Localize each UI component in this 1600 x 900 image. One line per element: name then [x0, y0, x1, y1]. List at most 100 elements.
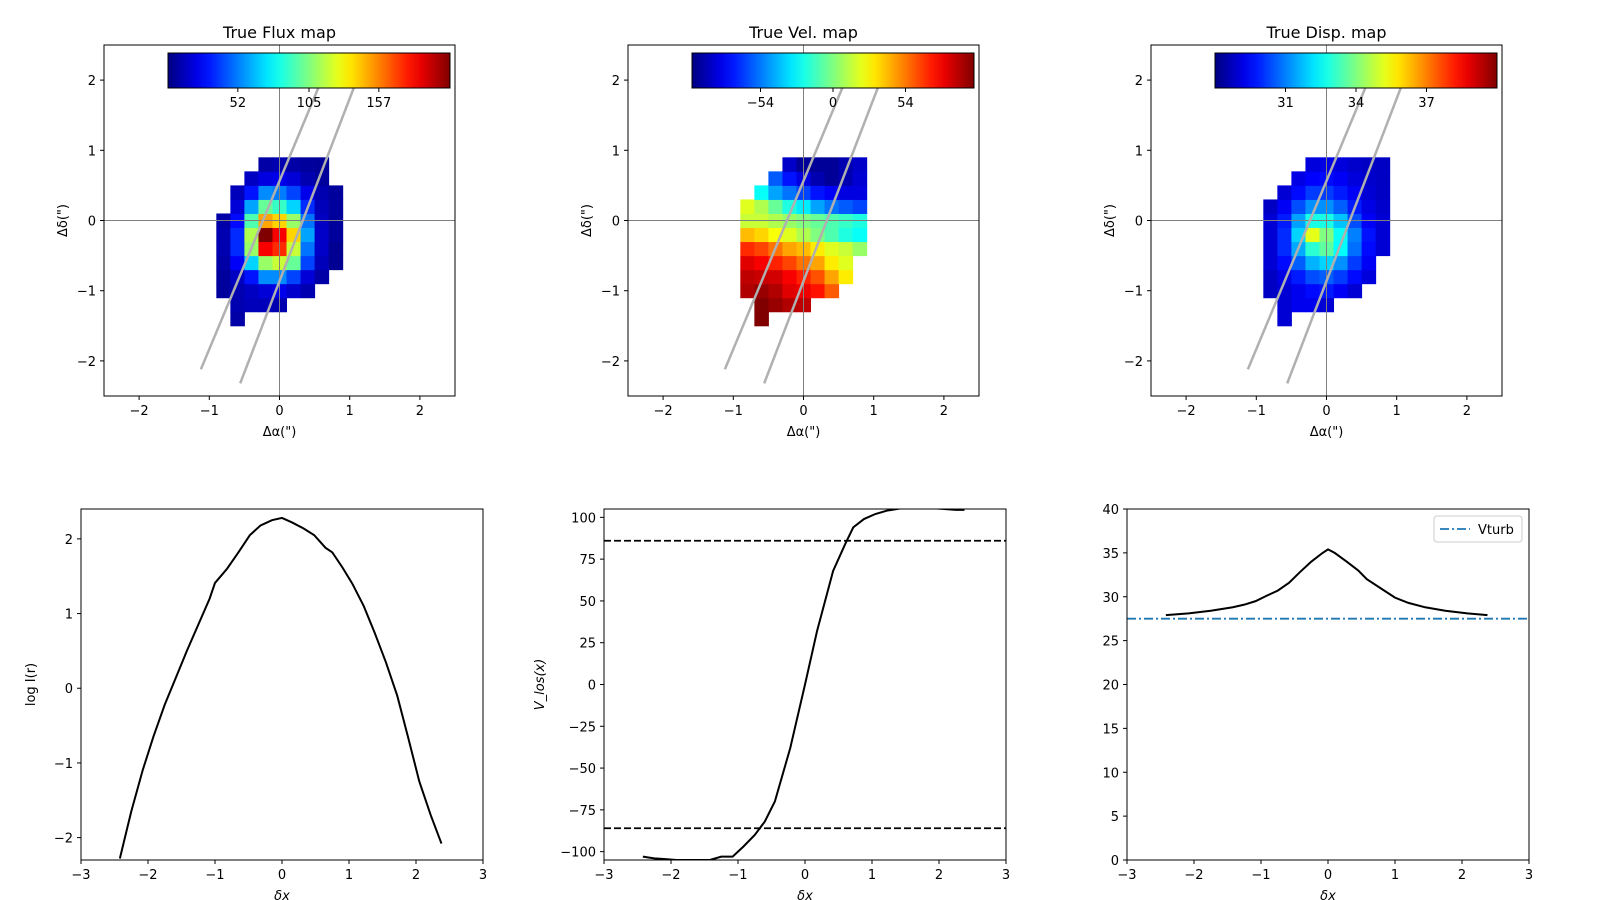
map-pixel [740, 283, 755, 299]
map-pixel [754, 255, 769, 271]
map-pixel [300, 283, 316, 299]
y-tick-label: −50 [569, 762, 596, 777]
map-pixel [782, 227, 797, 243]
map-pixel [754, 311, 769, 327]
x-tick-label: 2 [416, 404, 424, 419]
map-pixel [1361, 269, 1377, 285]
x-tick-label: −2 [130, 404, 149, 419]
series-line [1165, 548, 1488, 617]
map-pixel [1277, 255, 1292, 271]
y-tick-label: 1 [65, 608, 73, 623]
x-axis-label: Δα(") [787, 425, 821, 440]
map-pixel [328, 227, 344, 243]
y-tick-label: −2 [54, 832, 73, 847]
map-pixel [1347, 269, 1363, 285]
map-pixel [286, 157, 302, 172]
map-pixel [1347, 241, 1363, 257]
x-tick-label: 0 [1324, 868, 1332, 883]
map-pixel [314, 255, 330, 271]
map-pixel [852, 157, 868, 172]
map-pixel [230, 199, 245, 214]
slit-line [199, 76, 325, 370]
x-tick-label: 3 [1525, 868, 1533, 883]
panel-title: True Disp. map [1265, 23, 1386, 42]
series-line [118, 516, 443, 859]
map-pixel [740, 241, 755, 257]
map-pixel [782, 283, 797, 299]
map-pixel [768, 199, 783, 214]
map-pixel [1277, 241, 1292, 257]
map-pixel [768, 269, 783, 285]
map-pixel [1291, 199, 1306, 214]
map-pixel [810, 171, 826, 186]
x-tick-label: −1 [200, 404, 219, 419]
map-pixel [300, 227, 316, 243]
map-pixel [782, 269, 797, 285]
x-tick-label: −1 [724, 404, 743, 419]
y-axis-label: log I(r) [24, 663, 39, 706]
profile-panel-2: −3 −2 −1 0 1 2 3 −100 −75 −50 −25 0 25 50 75 100 δx V_los… [533, 508, 1010, 900]
map-pixel [754, 199, 769, 214]
map-pixel [1305, 185, 1320, 200]
map-pixel [258, 283, 273, 299]
map-pixel [768, 185, 783, 200]
y-tick-label: 30 [1102, 591, 1119, 606]
x-tick-label: 3 [479, 868, 487, 883]
map-pixel [838, 227, 854, 243]
map-pixel [810, 199, 826, 214]
y-tick-label: 0 [1111, 854, 1119, 869]
map-pixel [782, 171, 797, 186]
profile-panel-1: −3 −2 −1 0 1 2 3 −2 −1 0 1 2 δx log I(r) [24, 508, 487, 900]
map-pixel [782, 185, 797, 200]
map-pixel [1361, 241, 1377, 257]
map-pixel [314, 241, 330, 257]
map-pixel [216, 255, 231, 271]
map-pixel [1375, 157, 1391, 172]
map-pixel [754, 241, 769, 257]
legend-box [1433, 515, 1523, 543]
map-pixel [300, 255, 316, 271]
map-pixel [1305, 269, 1320, 285]
y-tick-label: 0 [612, 215, 620, 230]
map-pixel [1347, 283, 1363, 299]
map-pixel [1375, 199, 1391, 214]
y-tick-label: 2 [65, 533, 73, 548]
map-pixel [244, 171, 259, 186]
y-tick-label: −1 [601, 285, 620, 300]
map-pixel [1333, 199, 1349, 214]
y-tick-label: 1 [88, 144, 96, 159]
map-pixel [300, 157, 316, 172]
map-pixel [740, 199, 755, 214]
map-pixel [810, 269, 826, 285]
map-pixel [300, 171, 316, 186]
map-pixel [258, 185, 273, 200]
x-tick-label: −2 [654, 404, 673, 419]
map-pixel [768, 283, 783, 299]
map-pixel [1333, 255, 1349, 271]
x-tick-label: 1 [346, 404, 354, 419]
map-pixel [1347, 255, 1363, 271]
map-pixel [286, 255, 302, 271]
panel-title: True Flux map [222, 23, 336, 42]
map-pixel [768, 297, 783, 313]
map-pixel [286, 199, 302, 214]
y-tick-label: 40 [1102, 503, 1119, 518]
map-pixel [1333, 269, 1349, 285]
map-pixel [1277, 311, 1292, 327]
map-pixel [244, 185, 259, 200]
map-pixel [824, 227, 840, 243]
x-axis-label: δx [1320, 889, 1336, 900]
x-tick-label: 0 [1322, 404, 1330, 419]
colorbar-tick-label: 54 [897, 96, 914, 111]
x-tick-label: −2 [1177, 404, 1196, 419]
x-tick-label: −3 [71, 868, 90, 883]
map-pixel [1375, 171, 1391, 186]
y-tick-label: 20 [1102, 679, 1119, 694]
map-pixel [1333, 185, 1349, 200]
y-tick-label: −2 [77, 355, 96, 370]
map-pixel [328, 255, 344, 271]
y-axis-label: Δδ(") [580, 204, 595, 237]
x-tick-label: −3 [1117, 868, 1136, 883]
x-tick-label: −1 [1247, 404, 1266, 419]
map-pixel [1263, 283, 1278, 299]
